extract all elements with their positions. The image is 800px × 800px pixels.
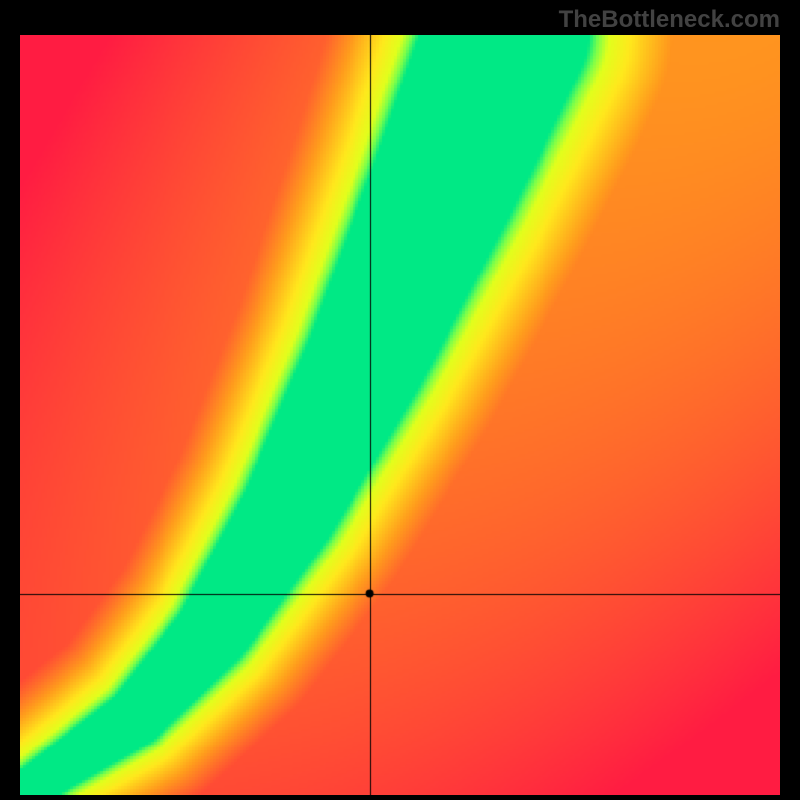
chart-container: TheBottleneck.com xyxy=(0,0,800,800)
heatmap-plot xyxy=(20,35,780,795)
heatmap-canvas xyxy=(20,35,780,795)
watermark-text: TheBottleneck.com xyxy=(559,6,780,34)
